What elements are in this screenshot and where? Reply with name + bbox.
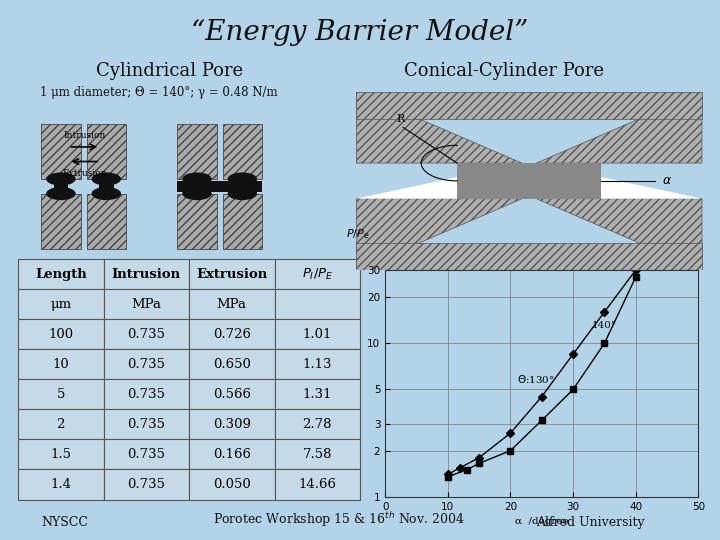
Text: NYSCC: NYSCC: [41, 516, 89, 529]
Bar: [86, 124, 126, 179]
Bar: [356, 243, 702, 270]
Ellipse shape: [182, 187, 212, 200]
Bar: [189, 179, 204, 193]
Bar: [99, 179, 114, 193]
Text: R: R: [396, 114, 404, 124]
Text: $\alpha$: $\alpha$: [662, 174, 672, 187]
Text: Porotec Workshop 15 & 16$^{th}$ Nov. 2004: Porotec Workshop 15 & 16$^{th}$ Nov. 200…: [212, 510, 464, 529]
Polygon shape: [536, 92, 702, 163]
Text: Intrusion: Intrusion: [64, 131, 107, 140]
Bar: [177, 193, 217, 249]
Bar: [177, 181, 262, 192]
Bar: [356, 92, 702, 118]
Polygon shape: [356, 92, 522, 163]
Text: 140°: 140°: [592, 321, 617, 330]
Bar: [222, 193, 262, 249]
Text: Conical-Cylinder Pore: Conical-Cylinder Pore: [404, 62, 604, 80]
Polygon shape: [457, 163, 601, 199]
Polygon shape: [536, 199, 702, 270]
Ellipse shape: [228, 172, 257, 186]
Ellipse shape: [91, 172, 121, 186]
Text: Extrusion: Extrusion: [63, 169, 107, 178]
Bar: [86, 193, 126, 249]
Text: “Energy Barrier Model”: “Energy Barrier Model”: [192, 19, 528, 46]
Bar: [53, 179, 68, 193]
Bar: [41, 193, 81, 249]
Bar: [177, 124, 217, 179]
Text: 1 μm diameter; Θ = 140°; γ = 0.48 N/m: 1 μm diameter; Θ = 140°; γ = 0.48 N/m: [40, 86, 277, 99]
X-axis label: α  /degree: α /degree: [515, 517, 569, 526]
Polygon shape: [356, 199, 522, 270]
Text: Cylindrical Pore: Cylindrical Pore: [96, 62, 243, 80]
Bar: [222, 124, 262, 179]
Bar: [41, 124, 81, 179]
Bar: [235, 179, 250, 193]
Text: Alfred University: Alfred University: [536, 516, 644, 529]
Ellipse shape: [182, 172, 212, 186]
Text: $P/P_e$: $P/P_e$: [346, 227, 369, 241]
Ellipse shape: [91, 187, 121, 200]
Text: $\Theta$:130°: $\Theta$:130°: [517, 373, 554, 385]
Polygon shape: [356, 163, 702, 199]
Ellipse shape: [46, 187, 76, 200]
Ellipse shape: [46, 172, 76, 186]
Ellipse shape: [228, 187, 257, 200]
